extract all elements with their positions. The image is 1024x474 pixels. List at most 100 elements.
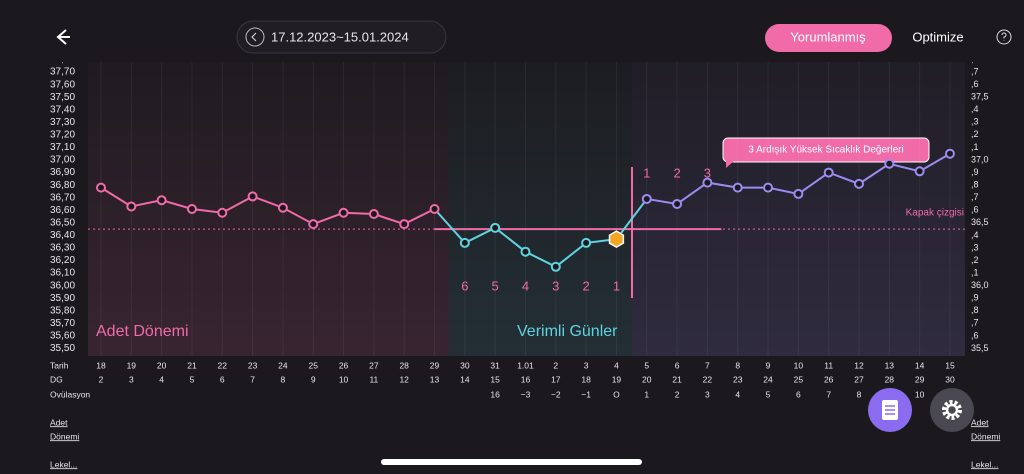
cycle-day: 25 — [794, 374, 804, 384]
cycle-day: 7 — [250, 374, 255, 384]
spotting-row-label: Lekel... — [971, 459, 998, 469]
cycle-day: 17 — [551, 374, 561, 384]
fertile-label: Verimli Günler — [517, 323, 618, 340]
callout-tail — [726, 161, 734, 168]
help-button[interactable] — [996, 29, 1012, 45]
date-picker[interactable] — [236, 20, 447, 54]
y-tick-label: 36,70 — [50, 192, 75, 203]
ovulation-day: 4 — [735, 389, 740, 399]
y2-tick-label: ,6 — [971, 330, 979, 340]
period-label: Adet Dönemi — [96, 323, 189, 340]
temperature-point — [308, 219, 319, 230]
date-label: 5 — [644, 360, 649, 370]
cycle-day: 20 — [642, 374, 652, 384]
temperature-point — [96, 182, 106, 193]
cycle-day: 11 — [369, 374, 378, 384]
y-tick-label: 35,50 — [50, 343, 75, 354]
date-label: 6 — [675, 360, 680, 370]
temperature-point — [247, 191, 258, 202]
ovulation-point — [608, 230, 625, 249]
temperature-point — [217, 207, 228, 218]
settings-button[interactable] — [930, 388, 974, 432]
notes-button[interactable] — [868, 388, 912, 432]
ovulation-day: 5 — [766, 389, 771, 399]
y-tick-label: 37,60 — [50, 79, 75, 90]
low-count: 6 — [461, 278, 468, 293]
date-label: 31 — [490, 360, 500, 370]
date-label: 27 — [369, 360, 379, 370]
interpreted-button[interactable]: Yorumlanmış — [790, 29, 866, 44]
row-label: Tarih — [50, 360, 69, 370]
y2-tick-label: 36,0 — [971, 280, 989, 290]
y2-tick-label: ,6 — [971, 205, 979, 215]
temperature-point — [702, 177, 713, 188]
y-tick-label: 37,00 — [50, 155, 75, 166]
help-icon — [1001, 32, 1007, 41]
y2-tick-label: ,3 — [971, 117, 979, 127]
y-tick-label: 36,20 — [50, 255, 75, 266]
y-tick-label: 35,60 — [50, 331, 75, 342]
y-tick-label: 36,80 — [50, 180, 75, 191]
y-tick-label: 37,50 — [50, 92, 75, 103]
date-label: 8 — [735, 360, 740, 370]
low-count: 5 — [492, 278, 499, 293]
y-tick-label: 37,40 — [50, 104, 75, 115]
temperature-point — [944, 148, 955, 159]
luteal-zone — [632, 62, 965, 356]
cycle-day: 16 — [521, 374, 531, 384]
cycle-day: 5 — [190, 374, 195, 384]
y-tick-label: 36,00 — [50, 280, 75, 291]
y2-tick-label: ,7 — [971, 66, 979, 76]
cycle-day: 12 — [399, 374, 409, 384]
temperature-point — [338, 207, 349, 218]
cycle-day: 27 — [854, 374, 864, 384]
y-tick-label: 36,40 — [50, 230, 75, 241]
date-label: 10 — [794, 360, 804, 370]
y-tick-label: 35,70 — [50, 318, 75, 329]
ovulation-day: 8 — [857, 389, 862, 399]
cycle-day: 2 — [99, 374, 104, 384]
temperature-point — [156, 195, 167, 206]
cycle-day: 6 — [220, 374, 225, 384]
back-button[interactable] — [56, 29, 70, 45]
temperature-point — [490, 222, 501, 233]
y2-tick-label: ,7 — [971, 318, 979, 328]
date-label: 13 — [885, 360, 895, 370]
date-label: 3 — [584, 360, 589, 370]
date-icon-arrow — [251, 32, 257, 42]
y-tick-label: 35,80 — [50, 305, 75, 316]
y2-tick-label: ,3 — [971, 242, 979, 252]
date-label: 19 — [127, 360, 137, 370]
temperature-point — [399, 219, 410, 230]
date-label: 24 — [278, 360, 288, 370]
y2-tick-label: 37,5 — [971, 92, 989, 102]
ovulation-day: 2 — [675, 389, 680, 399]
high-count: 1 — [643, 165, 650, 180]
ovulation-day: −1 — [581, 389, 591, 399]
low-count: 2 — [583, 278, 590, 293]
temperature-point — [732, 182, 743, 193]
optimize-button[interactable]: Optimize — [912, 29, 963, 44]
date-label: 21 — [187, 360, 197, 370]
callout: 3 Ardışık Yüksek Sıcaklık Değerleri — [748, 145, 903, 156]
temperature-point — [186, 204, 197, 214]
date-label: 23 — [248, 360, 258, 370]
fertile-zone — [449, 62, 632, 356]
y-tick-label: 37,20 — [50, 130, 75, 141]
settings-bg[interactable] — [930, 388, 974, 432]
ovulation-day: 10 — [915, 389, 925, 399]
callout-box — [722, 137, 930, 163]
series-connector — [433, 208, 466, 244]
row-label: DG — [50, 374, 63, 384]
low-count: 1 — [613, 278, 620, 293]
high-count: 3 — [704, 165, 711, 180]
date-label: 20 — [157, 360, 167, 370]
series-connector — [615, 198, 648, 240]
ovulation-day: 16 — [490, 389, 500, 399]
notes-lines — [885, 405, 895, 415]
ovulation-day: 7 — [826, 389, 831, 399]
y-tick-label: 37,70 — [50, 67, 75, 78]
cycle-day: 30 — [945, 374, 955, 384]
interpreted-button-bg[interactable] — [765, 24, 892, 52]
